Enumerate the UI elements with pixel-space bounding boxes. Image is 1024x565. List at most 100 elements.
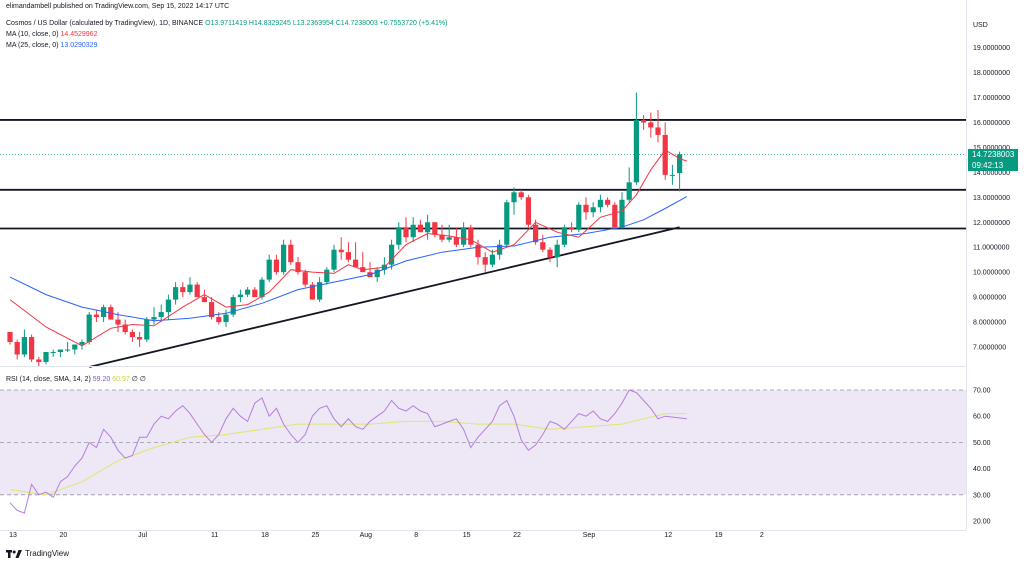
moving-averages	[9, 149, 688, 347]
candle-body	[583, 204, 589, 213]
candle	[583, 197, 589, 220]
candle-body	[396, 227, 402, 245]
rsi-sma-value: 60.97	[112, 376, 130, 383]
candle-body	[605, 199, 611, 205]
price-tick-label: 18.0000000	[973, 70, 1010, 77]
candle	[511, 187, 517, 215]
candle	[281, 239, 287, 275]
last-price-badge: 14.7238003 09:42:13	[968, 149, 1018, 171]
candle	[655, 109, 661, 143]
candle	[21, 329, 27, 357]
candle-body	[482, 257, 488, 265]
candle	[245, 287, 251, 298]
tradingview-footer[interactable]: TradingView	[6, 549, 69, 558]
candle-body	[72, 344, 78, 350]
candle-body	[475, 244, 481, 258]
candle	[374, 267, 380, 283]
symbol-legend[interactable]: Cosmos / US Dollar (calculated by Tradin…	[6, 20, 447, 27]
ma10-line	[9, 149, 687, 347]
candle-body	[345, 252, 351, 260]
candle	[295, 257, 301, 275]
candle-body	[389, 244, 395, 265]
candle-body	[626, 182, 632, 200]
candle	[554, 239, 560, 268]
candle-body	[338, 249, 344, 253]
candle-body	[317, 282, 323, 300]
candle	[93, 309, 99, 323]
candle-body	[612, 204, 618, 228]
price-axis[interactable]: 7.0000000 8.0000000 9.0000000 10.0000000 11.…	[973, 45, 1010, 525]
price-tick-label: 13.0000000	[973, 195, 1010, 202]
candle-body	[525, 197, 531, 225]
candle-body	[353, 259, 359, 268]
price-tick-label: 15.0000000	[973, 145, 1010, 152]
time-tick-label: Jul	[138, 532, 147, 539]
candle-body	[50, 351, 56, 353]
ma25-label: MA (25, close, 0)	[6, 42, 59, 49]
candle	[43, 351, 49, 365]
candle	[468, 224, 474, 248]
price-tick-label: 10.0000000	[973, 270, 1010, 277]
candle	[417, 219, 423, 233]
candle-body	[14, 342, 20, 355]
bar-countdown: 09:42:13	[972, 161, 1004, 170]
candle	[410, 217, 416, 243]
candle	[14, 339, 20, 360]
support-resistance-lines	[0, 119, 966, 368]
candle-body	[129, 332, 135, 338]
candle-body	[432, 222, 438, 235]
candle	[108, 304, 114, 320]
candle-body	[209, 302, 215, 318]
candle	[209, 297, 215, 320]
candle-body	[648, 122, 654, 128]
candle-body	[223, 314, 229, 323]
candle	[461, 222, 467, 248]
candle-body	[576, 204, 582, 230]
candle-body	[21, 337, 27, 355]
candle	[576, 202, 582, 233]
candle	[151, 307, 157, 325]
price-tick-label: 11.0000000	[973, 245, 1010, 252]
candle-body	[144, 319, 150, 340]
ma10-legend[interactable]: MA (10, close, 0) 14.4529962	[6, 31, 97, 38]
rsi-legend[interactable]: RSI (14, close, SMA, 14, 2) 59.20 60.97 …	[6, 375, 146, 383]
price-tick-label: 8.0000000	[973, 320, 1006, 327]
candle-body	[403, 227, 409, 238]
candle-body	[453, 237, 459, 245]
candle	[115, 312, 121, 333]
candle-body	[633, 119, 639, 183]
rsi-extra-2: ∅	[139, 376, 146, 383]
candle-body	[7, 332, 13, 343]
candle	[7, 332, 13, 345]
time-tick-label: 18	[261, 532, 269, 539]
candle	[158, 304, 164, 323]
rsi-tick-label: 50.00	[973, 440, 991, 447]
candle-body	[36, 359, 42, 362]
candle-body	[518, 192, 524, 198]
candle	[389, 239, 395, 270]
candle	[79, 339, 85, 350]
rsi-line	[9, 389, 687, 514]
tradingview-logo-icon	[6, 549, 22, 558]
candle	[266, 254, 272, 283]
rsi-panel	[0, 389, 966, 514]
candle-body	[57, 349, 63, 352]
candle-body	[281, 244, 287, 273]
candle-body	[489, 254, 495, 265]
time-axis[interactable]: 13 20 Jul 11 18 25 Aug 8 15 22 Sep 12 19 2	[9, 532, 764, 539]
candle	[237, 289, 243, 303]
candle-body	[425, 222, 431, 233]
candle	[223, 309, 229, 328]
ma25-line	[9, 196, 688, 322]
candle-body	[165, 299, 171, 313]
ma25-legend[interactable]: MA (25, close, 0) 13.0290329	[6, 42, 97, 49]
candle-body	[288, 244, 294, 263]
candle	[194, 282, 200, 298]
candle-body	[590, 207, 596, 213]
candle-body	[173, 287, 179, 300]
rsi-tick-label: 60.00	[973, 414, 991, 421]
candle-body	[252, 289, 258, 298]
candle-body	[180, 287, 186, 293]
candle-body	[468, 227, 474, 245]
